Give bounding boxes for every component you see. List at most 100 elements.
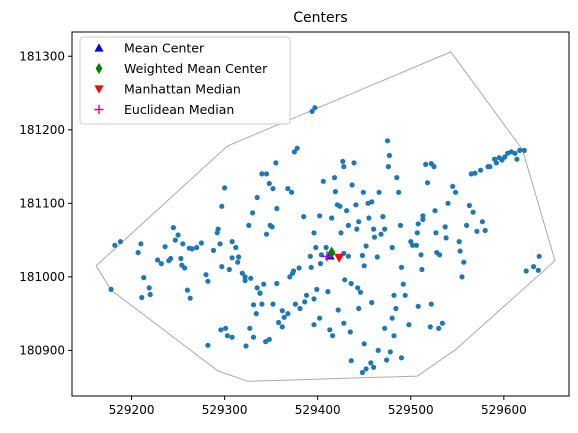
data-point <box>391 292 397 298</box>
legend-marker <box>95 62 103 75</box>
y-tick-label: 181000 <box>19 270 65 284</box>
data-point <box>235 259 241 265</box>
y-tick-label: 181300 <box>19 49 65 63</box>
x-tick-label: 529500 <box>388 403 434 417</box>
data-point <box>431 164 437 170</box>
data-point <box>323 244 329 251</box>
legend-items: Mean Center Weighted Mean Center Manhattan… <box>94 41 268 117</box>
points-layer <box>108 105 542 376</box>
data-point <box>257 290 263 296</box>
data-point <box>531 264 537 270</box>
x-tick-label: 529200 <box>109 403 155 417</box>
data-point <box>292 301 298 307</box>
data-point <box>375 347 381 353</box>
legend-label: Weighted Mean Center <box>124 61 268 76</box>
data-point <box>514 156 520 162</box>
data-point <box>366 215 372 221</box>
data-point <box>419 266 425 273</box>
data-point <box>359 252 365 259</box>
data-point <box>184 287 190 293</box>
data-point <box>380 214 386 220</box>
data-point <box>385 164 391 170</box>
x-axis: 529200 529300 529400 529500 529600 <box>109 396 527 417</box>
data-point <box>291 149 297 155</box>
data-point <box>270 186 276 192</box>
data-point <box>356 305 362 312</box>
data-point <box>423 161 429 167</box>
legend-marker <box>94 43 104 52</box>
data-point <box>146 285 152 291</box>
data-point <box>466 202 472 209</box>
data-point <box>391 333 397 339</box>
data-point <box>360 189 366 195</box>
data-point <box>397 222 404 228</box>
data-point <box>344 208 350 214</box>
data-point <box>180 241 186 247</box>
data-point <box>242 274 248 280</box>
data-point <box>371 226 377 232</box>
data-point <box>347 329 353 335</box>
data-point <box>389 315 395 321</box>
data-point <box>314 286 320 292</box>
data-point <box>168 255 174 262</box>
data-point <box>224 333 230 339</box>
data-point <box>302 299 308 305</box>
data-point <box>439 320 445 326</box>
data-point <box>351 160 357 166</box>
x-tick-label: 529400 <box>295 403 341 417</box>
data-point <box>443 235 449 241</box>
data-point <box>229 255 235 261</box>
data-point <box>456 239 462 245</box>
data-point <box>320 178 326 184</box>
data-point <box>354 226 360 232</box>
data-point <box>294 145 300 151</box>
data-point <box>340 158 346 164</box>
data-point <box>376 189 382 195</box>
convex-hull <box>95 51 556 382</box>
data-point <box>402 292 408 298</box>
data-point <box>273 160 279 166</box>
data-point <box>371 364 377 370</box>
data-point <box>418 252 424 258</box>
data-point <box>413 242 419 248</box>
data-point <box>357 289 364 295</box>
data-point <box>285 311 291 317</box>
data-point <box>437 252 443 258</box>
legend-label: Euclidean Median <box>124 102 234 117</box>
data-point <box>332 189 338 195</box>
data-point <box>248 275 254 281</box>
data-point <box>420 213 426 219</box>
y-tick-label: 180900 <box>19 343 65 357</box>
data-point <box>205 278 211 284</box>
data-point <box>445 200 451 206</box>
data-point <box>254 285 260 291</box>
data-point <box>348 358 354 364</box>
data-point <box>215 226 221 232</box>
data-point <box>452 189 459 195</box>
data-point <box>308 264 314 270</box>
legend: Mean Center Weighted Mean Center Manhattan… <box>79 36 291 125</box>
data-point <box>535 267 541 273</box>
data-point <box>311 296 317 302</box>
data-point <box>479 219 485 225</box>
data-point <box>330 333 336 339</box>
data-point <box>371 234 378 240</box>
data-point <box>285 186 291 192</box>
data-point <box>205 342 211 348</box>
data-point <box>250 334 257 340</box>
data-point <box>222 185 228 191</box>
data-point <box>512 150 518 156</box>
data-point <box>229 334 235 340</box>
data-point <box>223 325 229 331</box>
data-point <box>400 281 406 287</box>
data-point <box>274 280 280 287</box>
y-tick-label: 181200 <box>19 123 65 137</box>
data-point <box>250 210 256 216</box>
data-point <box>482 227 488 234</box>
data-point <box>226 266 232 273</box>
data-point <box>269 224 275 230</box>
data-point <box>398 264 405 270</box>
data-point <box>296 265 302 271</box>
x-tick-label: 529300 <box>202 403 248 417</box>
